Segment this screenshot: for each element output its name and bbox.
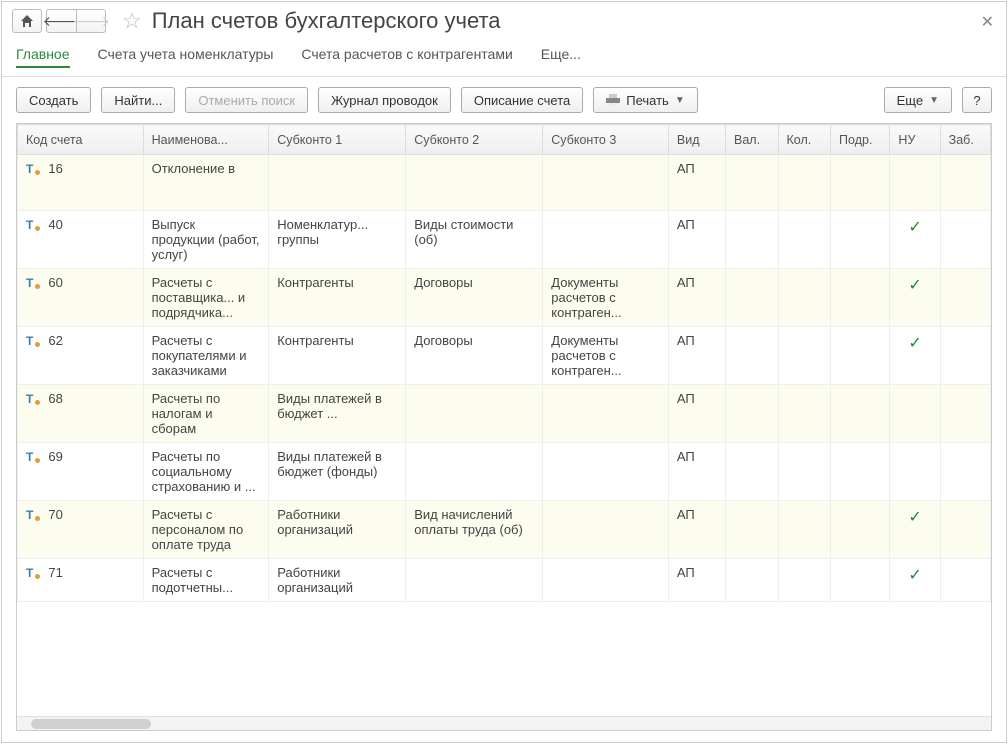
tab-nomenclature-accounts[interactable]: Счета учета номенклатуры — [98, 46, 274, 68]
account-type-icon: T — [26, 566, 33, 580]
table-row[interactable]: T69Расчеты по социальному страхованию и … — [18, 443, 991, 501]
table-row[interactable]: T40Выпуск продукции (работ, услуг)Номенк… — [18, 211, 991, 269]
find-button[interactable]: Найти... — [101, 87, 175, 113]
home-button[interactable] — [12, 9, 42, 33]
col-nu[interactable]: НУ — [890, 125, 940, 155]
horizontal-scrollbar[interactable] — [17, 716, 991, 730]
account-type-icon: T — [26, 450, 33, 464]
check-icon: ✓ — [898, 275, 931, 295]
account-type-icon: T — [26, 334, 33, 348]
chevron-down-icon: ▼ — [929, 95, 939, 106]
favorite-star-icon[interactable]: ☆ — [122, 8, 142, 34]
account-type-icon: T — [26, 218, 33, 232]
account-type-icon: T — [26, 276, 33, 290]
table-row[interactable]: T71Расчеты с подотчетны...Работники орга… — [18, 559, 991, 602]
toolbar: Создать Найти... Отменить поиск Журнал п… — [2, 77, 1006, 123]
check-icon: ✓ — [898, 333, 931, 353]
table-row[interactable]: T60Расчеты с поставщика... и подрядчика.… — [18, 269, 991, 327]
check-icon: ✓ — [898, 565, 931, 585]
col-kol[interactable]: Кол. — [778, 125, 831, 155]
more-button[interactable]: Еще ▼ — [884, 87, 952, 113]
scrollbar-thumb[interactable] — [31, 719, 151, 729]
chevron-down-icon: ▼ — [675, 95, 685, 106]
col-podr[interactable]: Подр. — [831, 125, 890, 155]
table-row[interactable]: T70Расчеты с персоналом по оплате трудаР… — [18, 501, 991, 559]
tab-counterparty-accounts[interactable]: Счета расчетов с контрагентами — [301, 46, 512, 68]
journal-button[interactable]: Журнал проводок — [318, 87, 451, 113]
col-zab[interactable]: Заб. — [940, 125, 990, 155]
check-icon: ✓ — [898, 507, 931, 527]
col-kind[interactable]: Вид — [668, 125, 725, 155]
account-type-icon: T — [26, 162, 33, 176]
close-icon[interactable]: ✕ — [981, 12, 994, 32]
col-sub1[interactable]: Субконто 1 — [269, 125, 406, 155]
account-description-button[interactable]: Описание счета — [461, 87, 583, 113]
table-row[interactable]: T16Отклонение вАП — [18, 155, 991, 211]
col-val[interactable]: Вал. — [725, 125, 778, 155]
tab-main[interactable]: Главное — [16, 46, 70, 68]
check-icon: ✓ — [898, 217, 931, 237]
accounts-grid: Код счета Наименова... Субконто 1 Субкон… — [16, 123, 992, 731]
page-title: План счетов бухгалтерского учета — [152, 8, 501, 34]
col-sub2[interactable]: Субконто 2 — [406, 125, 543, 155]
help-button[interactable]: ? — [962, 87, 992, 113]
cancel-search-button[interactable]: Отменить поиск — [185, 87, 308, 113]
col-name[interactable]: Наименова... — [143, 125, 269, 155]
account-type-icon: T — [26, 392, 33, 406]
forward-button[interactable]: 🡒 — [76, 9, 106, 33]
col-sub3[interactable]: Субконто 3 — [543, 125, 669, 155]
account-type-icon: T — [26, 508, 33, 522]
print-button[interactable]: Печать ▼ — [593, 87, 698, 113]
col-code[interactable]: Код счета — [18, 125, 144, 155]
printer-icon — [606, 94, 620, 106]
table-row[interactable]: T62Расчеты с покупателями и заказчикамиК… — [18, 327, 991, 385]
create-button[interactable]: Создать — [16, 87, 91, 113]
tab-more[interactable]: Еще... — [541, 46, 581, 68]
table-row[interactable]: T68Расчеты по налогам и сборамВиды плате… — [18, 385, 991, 443]
tabs-bar: Главное Счета учета номенклатуры Счета р… — [2, 40, 1006, 77]
